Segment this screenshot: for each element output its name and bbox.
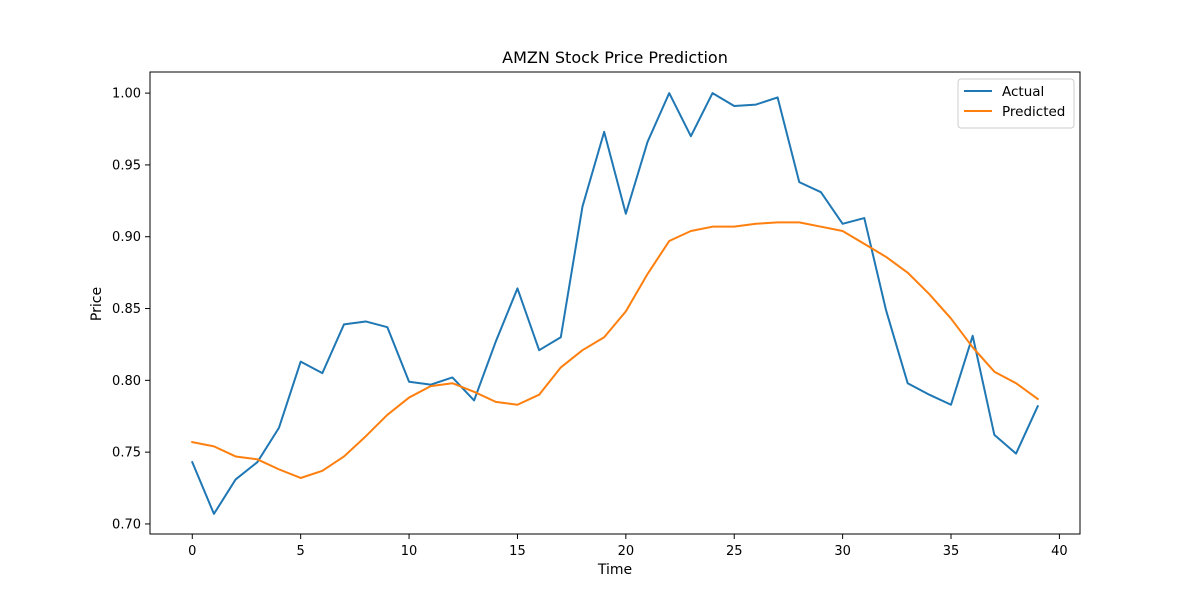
x-tick-label: 10 <box>401 544 418 559</box>
y-tick-label: 0.95 <box>112 158 141 173</box>
y-tick-label: 1.00 <box>112 87 141 102</box>
series-line-actual <box>190 92 1040 515</box>
x-tick-label: 30 <box>834 544 851 559</box>
x-tick-label: 35 <box>943 544 960 559</box>
y-axis-title: Price <box>89 287 105 321</box>
x-axis-title: Time <box>597 562 632 578</box>
chart-title: AMZN Stock Price Prediction <box>502 48 728 67</box>
plot-area <box>149 71 1081 535</box>
x-tick-label: 40 <box>1051 544 1068 559</box>
y-tick-label: 0.75 <box>112 446 141 461</box>
x-tick-label: 0 <box>188 544 196 559</box>
series-line-predicted <box>191 221 1040 479</box>
y-axis: 0.70 0.75 0.80 0.85 0.90 0.95 1.00 <box>112 87 150 532</box>
x-tick-label: 15 <box>509 544 526 559</box>
legend: Actual Predicted <box>957 78 1075 129</box>
plot-frame <box>149 71 1081 535</box>
x-tick-label: 25 <box>726 544 743 559</box>
x-tick-label: 5 <box>297 544 305 559</box>
y-tick-label: 0.85 <box>112 302 141 317</box>
y-tick-label: 0.70 <box>112 517 141 532</box>
x-axis: 0 5 10 15 20 25 30 35 40 <box>188 534 1068 559</box>
legend-label-predicted: Predicted <box>1002 104 1065 120</box>
x-tick-label: 20 <box>618 544 635 559</box>
legend-label-actual: Actual <box>1002 84 1044 100</box>
y-tick-label: 0.80 <box>112 374 141 389</box>
y-tick-label: 0.90 <box>112 230 141 245</box>
